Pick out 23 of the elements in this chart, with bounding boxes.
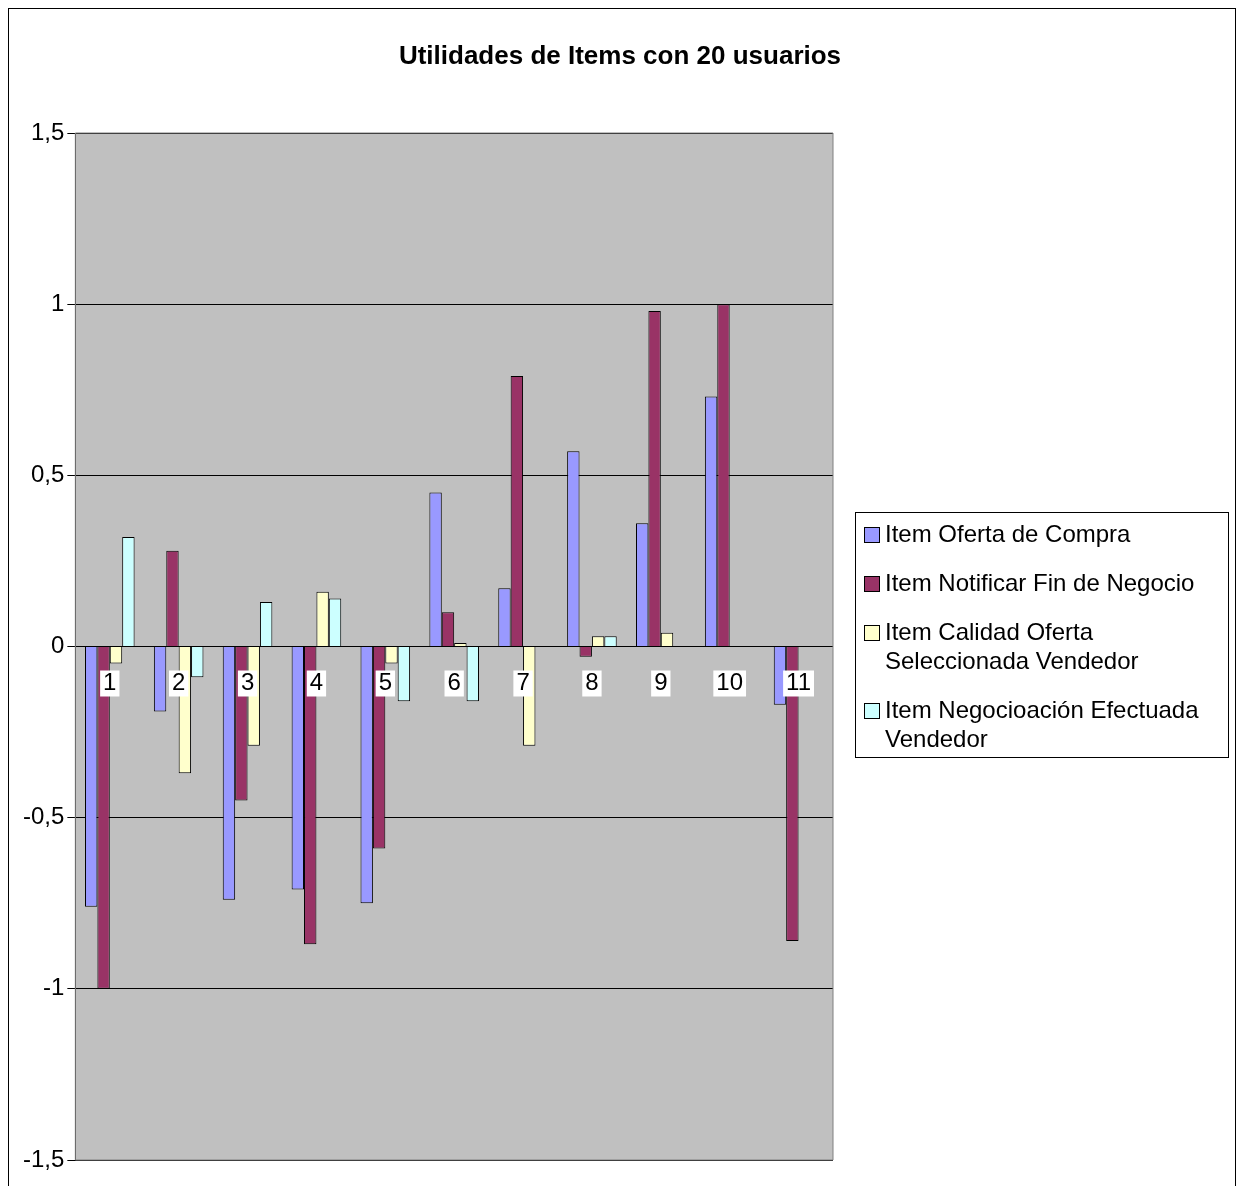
x-tick-label: 1 bbox=[103, 668, 117, 696]
y-tick-label: -1,5 bbox=[23, 1144, 65, 1172]
y-tick-label: 0 bbox=[51, 631, 65, 659]
legend-label: Item Oferta de Compra bbox=[885, 519, 1131, 548]
x-tick-label: 5 bbox=[378, 668, 392, 696]
y-tick-label: 1 bbox=[51, 288, 65, 316]
x-tick-label: 9 bbox=[654, 668, 668, 696]
x-tick-label: 3 bbox=[240, 668, 255, 696]
x-tick-label: 11 bbox=[786, 668, 812, 696]
legend-label: Item Notificar Fin de Negocio bbox=[885, 568, 1195, 597]
y-tick-label: 1,5 bbox=[30, 117, 65, 145]
legend-label: Item Calidad Oferta Seleccionada Vendedor bbox=[885, 617, 1140, 675]
y-tick-label: 0,5 bbox=[30, 459, 65, 487]
y-tick-label: -0,5 bbox=[23, 802, 65, 830]
y-tick-label: -1 bbox=[43, 973, 65, 1001]
x-tick-label: 8 bbox=[585, 668, 599, 696]
x-tick-label: 10 bbox=[716, 668, 744, 696]
x-tick-label: 4 bbox=[309, 668, 324, 696]
x-tick-label: 6 bbox=[447, 668, 461, 696]
legend-label: Item Negocioación Efectuada Vendedor bbox=[885, 695, 1200, 753]
chart-title: Utilidades de Items con 20 usuarios bbox=[397, 40, 843, 71]
x-tick-label: 2 bbox=[171, 668, 186, 696]
x-tick-label: 7 bbox=[516, 668, 530, 696]
